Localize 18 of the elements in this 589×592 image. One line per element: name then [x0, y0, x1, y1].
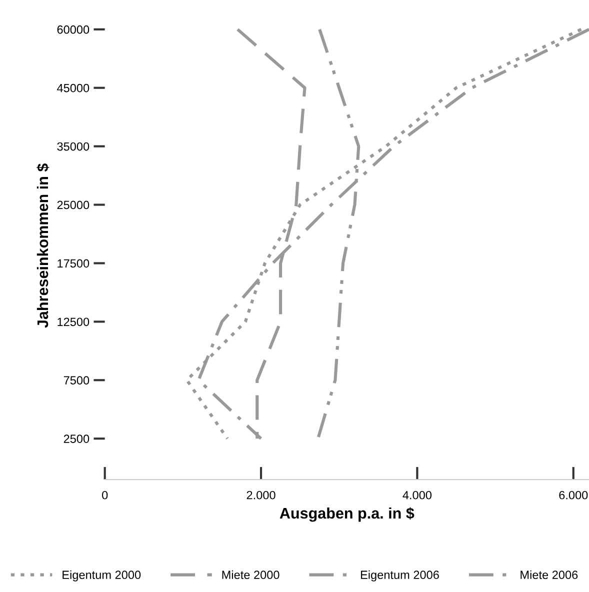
- y-axis-title: Jahreseinkommen in $: [36, 164, 50, 328]
- y-tick-label: 12500: [58, 318, 90, 326]
- y-tick-label: 7500: [64, 376, 90, 385]
- x-tick-label: 0: [102, 490, 108, 500]
- legend-label: Miete 2000: [222, 570, 280, 580]
- y-tick-label: 60000: [57, 25, 90, 34]
- y-tick-label: 2500: [64, 434, 90, 443]
- legend-label: Eigentum 2006: [360, 570, 439, 582]
- x-tick-label: 2.000: [246, 490, 276, 500]
- y-tick-label: 35000: [57, 142, 90, 151]
- y-tick-label: 25000: [57, 200, 90, 210]
- y-tick-label: 45000: [57, 84, 90, 92]
- y-tick-label: 17500: [58, 259, 90, 268]
- legend-label: Miete 2006: [520, 570, 578, 580]
- x-axis-title: Ausgaben p.a. in $: [280, 507, 414, 522]
- x-tick-label: 4.000: [402, 490, 432, 500]
- legend-label: Eigentum 2000: [62, 570, 141, 582]
- x-tick-label: 6.000: [559, 490, 588, 500]
